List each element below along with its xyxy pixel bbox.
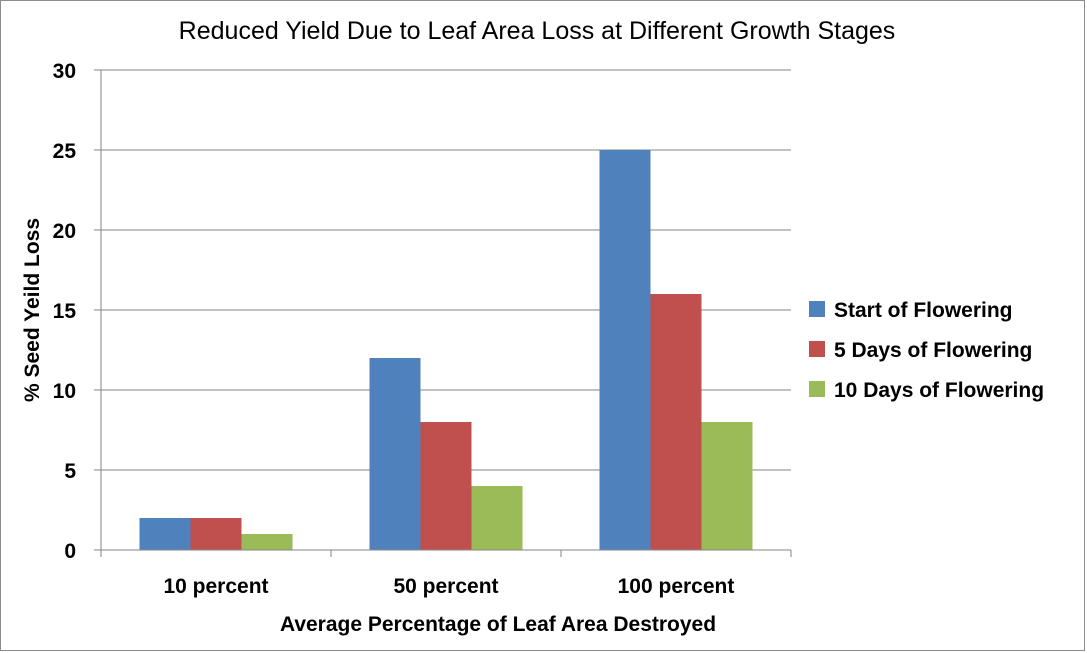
bar-1-1: [420, 422, 472, 550]
bar-0-1: [369, 358, 421, 550]
legend-label: 10 Days of Flowering: [834, 379, 1044, 402]
y-tick-label: 25: [53, 140, 77, 163]
y-axis-title: % Seed Yeild Loss: [21, 218, 44, 402]
bar-1-2: [650, 294, 702, 550]
legend: Start of Flowering 5 Days of Flowering 10 …: [809, 299, 1044, 402]
x-axis-title: Average Percentage of Leaf Area Destroye…: [280, 613, 716, 636]
legend-swatch: [809, 381, 825, 397]
x-tick-labels: 10 percent 50 percent 100 percent: [163, 575, 734, 598]
legend-swatch: [809, 301, 825, 317]
axes: [94, 69, 792, 557]
y-tick-label: 20: [53, 220, 76, 243]
x-tick-label: 100 percent: [618, 575, 735, 598]
bar-2-1: [471, 486, 523, 550]
y-tick-label: 0: [64, 540, 76, 563]
legend-label: 5 Days of Flowering: [834, 339, 1032, 362]
y-tick-label: 5: [64, 460, 76, 483]
y-tick-labels: 0 5 10 15 20 25 30: [53, 60, 77, 563]
bar-1-0: [190, 518, 242, 550]
bar-0-0: [139, 518, 191, 550]
y-tick-label: 10: [53, 380, 76, 403]
chart-title: Reduced Yield Due to Leaf Area Loss at D…: [179, 17, 896, 45]
bar-2-2: [701, 422, 753, 550]
legend-label: Start of Flowering: [834, 299, 1013, 322]
y-tick-label: 15: [53, 300, 77, 323]
bar-0-2: [599, 150, 651, 550]
x-tick-label: 50 percent: [393, 575, 498, 598]
bars: [139, 150, 753, 550]
legend-swatch: [809, 341, 825, 357]
bar-2-0: [241, 534, 293, 550]
x-tick-label: 10 percent: [163, 575, 268, 598]
y-tick-label: 30: [53, 60, 76, 83]
